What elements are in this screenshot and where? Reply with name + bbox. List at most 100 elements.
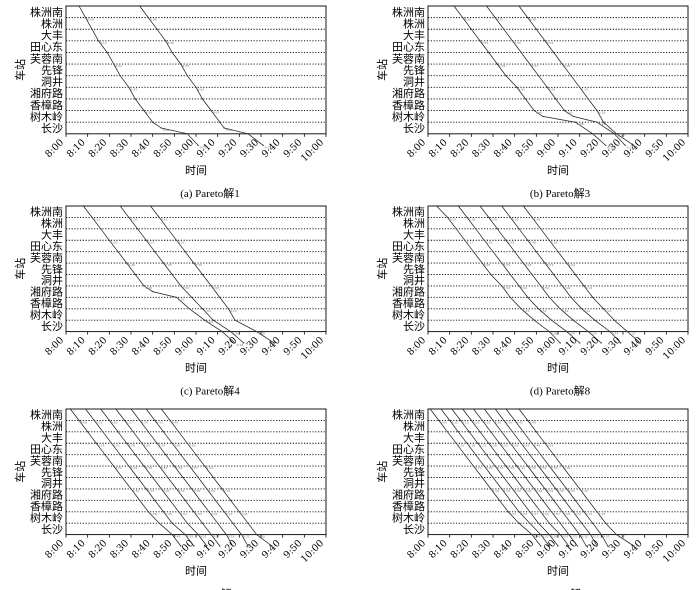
train-path-point (498, 499, 501, 502)
train-path-point (119, 75, 121, 77)
train-path-point (195, 86, 197, 89)
time-annotation: 9:02 (564, 466, 571, 470)
train-path-point (113, 465, 115, 467)
time-annotation: 8:47 (531, 64, 538, 68)
time-annotation: 9:10 (581, 535, 588, 539)
time-annotation: 9:18 (237, 343, 244, 347)
x-tick-label: 8:20 (87, 137, 110, 160)
x-tick-label: 8:40 (130, 538, 153, 561)
chart-panel-6: 株洲南株洲大丰田心东芙蓉南先锋洞井湘府路香樟路树木岭长沙8:008:108:20… (375, 408, 689, 590)
train-path-point (546, 476, 548, 479)
time-annotation: 8:22 (115, 466, 122, 470)
train-path-point (529, 63, 531, 65)
chart-panel-3: 株洲南株洲大丰田心东芙蓉南先锋洞井湘府路香樟路树木岭长沙8:008:108:20… (13, 205, 327, 398)
train-path-point (522, 262, 524, 264)
time-annotation: 8:29 (492, 489, 499, 493)
train-path-point (455, 442, 457, 444)
train-path-point (141, 442, 143, 444)
train-path-2 (139, 5, 264, 146)
train-path-point (542, 499, 544, 502)
time-annotation: 8:50 (176, 466, 183, 470)
train-path-point (522, 431, 524, 433)
time-annotation: 8:34 (141, 420, 148, 424)
train-path-point (182, 476, 184, 479)
time-annotation: 8:28 (490, 217, 497, 221)
train-path-point (568, 533, 570, 536)
time-annotation: 8:48 (534, 535, 541, 539)
train-path-point (505, 408, 507, 410)
time-annotation: 9:16 (232, 332, 239, 336)
time-annotation: 8:59 (195, 512, 202, 516)
time-annotation: 9:15 (592, 535, 599, 539)
train-path-point (91, 216, 93, 219)
train-path-point (449, 419, 451, 422)
time-annotation: 8:38 (150, 512, 157, 516)
time-annotation: 9:06 (211, 512, 218, 516)
time-annotation: 9:28 (258, 332, 265, 336)
time-annotation: 8:56 (551, 535, 558, 539)
train-path-point (184, 251, 186, 253)
time-annotation: 8:09 (87, 18, 94, 22)
x-tick-label: 8:10 (65, 538, 88, 561)
train-path-point (219, 545, 221, 547)
train-path-point (455, 228, 457, 230)
train-path-point (544, 442, 546, 444)
train-path-point (498, 442, 501, 444)
station-label: 长沙 (403, 122, 425, 135)
train-path-point (540, 454, 542, 456)
train-path-point (256, 533, 258, 536)
train-path-point (154, 419, 156, 422)
train-path-point (518, 228, 520, 230)
train-path-point (145, 408, 147, 410)
train-path-point (509, 442, 511, 444)
train-path-point (186, 442, 188, 444)
panel-caption: (c) Pareto解4 (180, 384, 240, 398)
x-tick-label: 8:50 (152, 538, 175, 561)
station-label: 香樟路 (30, 98, 63, 112)
train-path-point (524, 476, 527, 479)
station-label: 大丰 (403, 28, 425, 42)
train-path-point (82, 205, 85, 207)
train-path-point (134, 273, 136, 276)
train-path-point (84, 408, 87, 410)
train-path-point (561, 511, 563, 513)
time-annotation: 9:10 (581, 87, 588, 91)
train-path-point (533, 319, 535, 321)
train-path-point (557, 545, 559, 547)
train-path-point (234, 319, 236, 321)
train-path-point (472, 408, 475, 410)
train-path-point (160, 127, 162, 129)
train-path-point (568, 545, 570, 547)
time-annotation: 8:59 (195, 263, 202, 267)
train-path-point (247, 133, 249, 135)
train-path-point (585, 545, 587, 547)
station-label: 田心东 (30, 443, 63, 456)
train-path-point (104, 454, 106, 456)
time-annotation: 8:29 (130, 466, 137, 470)
time-annotation: 8:10 (451, 420, 458, 424)
train-path-point (160, 408, 162, 410)
station-label: 田心东 (30, 41, 63, 54)
x-tick-label: 8:40 (492, 137, 515, 160)
train-path-point (481, 262, 483, 264)
station-label: 树木岭 (392, 510, 425, 524)
train-path-point (557, 476, 559, 479)
time-annotation: 8:36 (508, 240, 515, 244)
train-path-point (247, 545, 249, 547)
x-tick-label: 8:00 (405, 335, 428, 358)
train-path-point (453, 5, 455, 7)
train-path-point (518, 522, 520, 524)
time-annotation: 8:21 (475, 466, 482, 470)
train-path-point (540, 511, 542, 513)
train-path-point (477, 442, 479, 444)
x-tick-label: 8:50 (514, 137, 537, 160)
station-label: 株洲 (403, 216, 425, 230)
train-path-point (271, 545, 273, 547)
train-path-point (559, 533, 561, 536)
train-path-point (470, 419, 472, 422)
time-annotation: 8:06 (81, 420, 88, 424)
train-path-point (574, 121, 576, 123)
train-path-point (214, 499, 217, 502)
time-annotation: 9:21 (605, 309, 612, 313)
